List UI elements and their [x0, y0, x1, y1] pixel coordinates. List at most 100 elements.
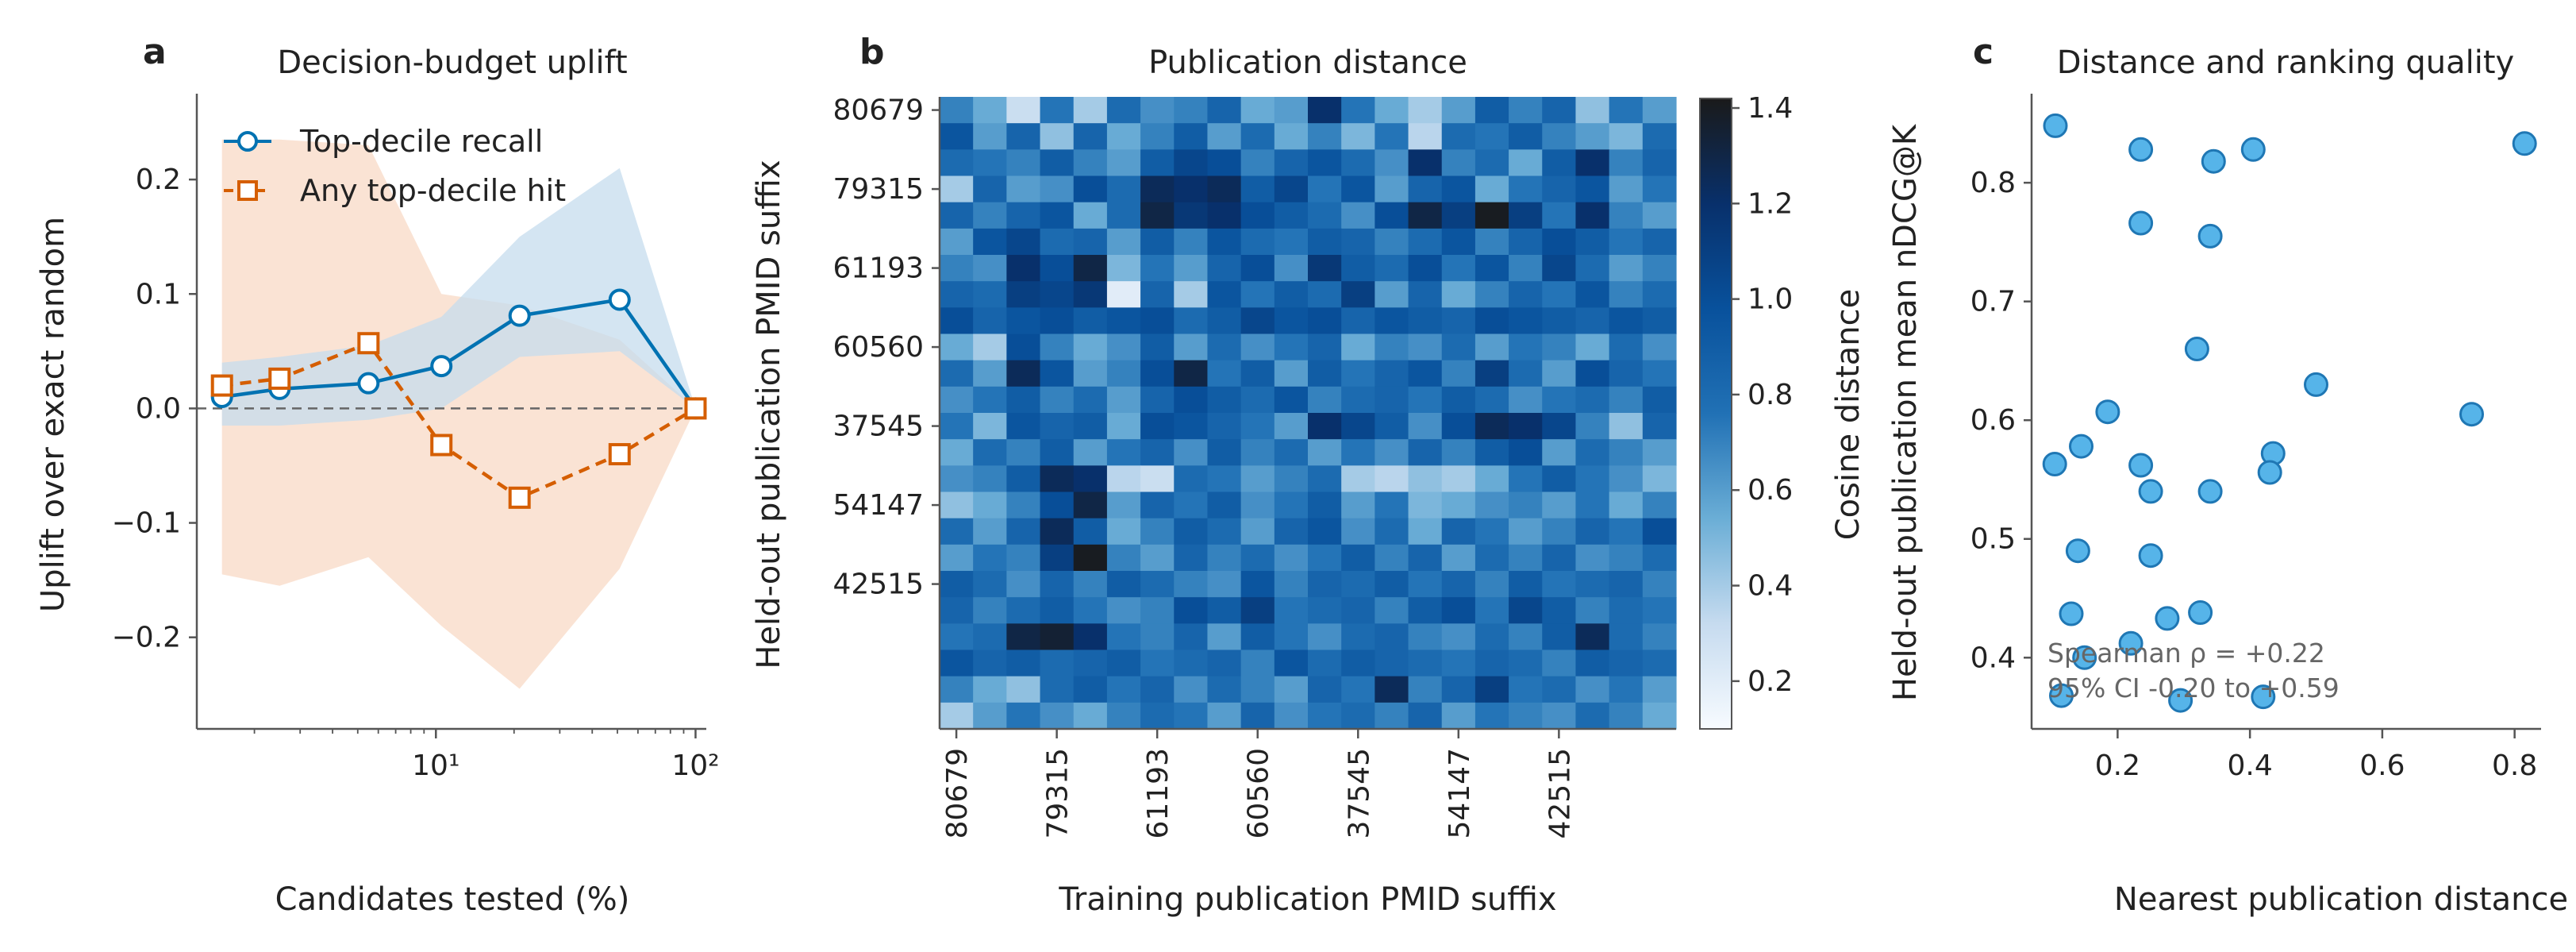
- heatmap-cell: [1006, 518, 1041, 545]
- heatmap-cell: [1106, 465, 1141, 493]
- heatmap-cell: [1575, 360, 1610, 387]
- colorbar-tick-label: 1.0: [1747, 283, 1793, 316]
- heatmap-cell: [1274, 281, 1309, 308]
- heatmap-cell: [1073, 333, 1108, 361]
- heatmap-cell: [1375, 597, 1409, 624]
- heatmap-cell: [1006, 491, 1041, 519]
- heatmap-cell: [1207, 228, 1242, 256]
- row-tick-label: 80679: [832, 94, 924, 127]
- heatmap-cell: [1642, 149, 1677, 177]
- heatmap-cell: [1375, 386, 1409, 414]
- row-tick-label: 79315: [832, 173, 924, 206]
- heatmap-cell: [1006, 307, 1041, 335]
- heatmap-cell: [1575, 571, 1610, 598]
- heatmap-cell: [1040, 386, 1075, 414]
- heatmap-cell: [1040, 149, 1075, 177]
- heatmap-cell: [1474, 623, 1509, 651]
- heatmap-cell: [1006, 413, 1041, 440]
- heatmap-cell: [940, 228, 974, 256]
- heatmap-cell: [1140, 623, 1175, 651]
- heatmap-cell: [1341, 623, 1375, 651]
- heatmap-cell: [1375, 255, 1409, 282]
- heatmap-cell: [973, 676, 1007, 703]
- panel-b-title: Publication distance: [1148, 44, 1467, 81]
- heatmap-cell: [1106, 676, 1141, 703]
- scatter-point: [2184, 337, 2209, 361]
- heatmap-cell: [1375, 676, 1409, 703]
- y-tick-label: −0.2: [112, 622, 181, 654]
- heatmap-cell: [1040, 360, 1075, 387]
- heatmap-cell: [1240, 623, 1275, 651]
- row-tick-label: 61193: [832, 252, 924, 285]
- heatmap-cell: [1408, 649, 1443, 677]
- heatmap-cell: [1274, 491, 1309, 519]
- scatter-point: [2197, 479, 2223, 504]
- heatmap-cell: [1341, 676, 1375, 703]
- heatmap-cell: [1174, 333, 1209, 361]
- colorbar-tick-label: 1.4: [1747, 92, 1793, 125]
- heatmap-cell: [1642, 571, 1677, 598]
- data-point-recall: [508, 304, 531, 327]
- heatmap-cell: [940, 149, 974, 177]
- heatmap-cell: [1575, 649, 1610, 677]
- heatmap-cell: [1375, 149, 1409, 177]
- heatmap-cell: [1609, 281, 1644, 308]
- panel-a: a Decision-budget uplift −0.2 −0.1 0.0 0.1 0…: [35, 32, 720, 918]
- heatmap-cell: [1308, 307, 1342, 335]
- heatmap-cell: [1207, 518, 1242, 545]
- ci-band-recall: [221, 168, 696, 426]
- heatmap-cell: [1240, 149, 1275, 177]
- heatmap-cell: [1274, 571, 1309, 598]
- heatmap-cell: [1509, 544, 1543, 572]
- heatmap-cell: [1441, 360, 1476, 387]
- heatmap-cell: [1575, 255, 1610, 282]
- heatmap-cell: [1474, 281, 1509, 308]
- heatmap-cell: [973, 544, 1007, 572]
- heatmap-cell: [1174, 518, 1209, 545]
- panel-c-title: Distance and ranking quality: [2057, 44, 2514, 81]
- heatmap-cell: [1575, 202, 1610, 229]
- heatmap-cell: [1542, 307, 1577, 335]
- heatmap-cell: [1642, 228, 1677, 256]
- scatter-point: [2128, 137, 2154, 162]
- heatmap-cell: [940, 202, 974, 229]
- heatmap-cell: [1073, 649, 1108, 677]
- heatmap-cell: [1006, 439, 1041, 466]
- heatmap-cell: [1441, 491, 1476, 519]
- colorbar-tick-label: 0.8: [1747, 379, 1793, 411]
- heatmap-cell: [1474, 202, 1509, 229]
- heatmap-cell: [1174, 649, 1209, 677]
- heatmap-cell: [1006, 676, 1041, 703]
- heatmap-cell: [1375, 571, 1409, 598]
- ci-annotation: 95% CI -0.20 to +0.59: [2047, 673, 2340, 703]
- heatmap-cell: [1308, 413, 1342, 440]
- heatmap-cell: [1140, 386, 1175, 414]
- data-point-hit: [210, 374, 233, 397]
- heatmap-cell: [1040, 491, 1075, 519]
- heatmap-cell: [1375, 465, 1409, 493]
- row-tick-label: 60560: [832, 331, 924, 364]
- heatmap-cell: [1073, 149, 1108, 177]
- heatmap-cell: [1274, 149, 1309, 177]
- heatmap-cell: [1542, 202, 1577, 229]
- heatmap-cell: [1073, 491, 1108, 519]
- heatmap-cell: [1441, 149, 1476, 177]
- heatmap-cell: [1006, 544, 1041, 572]
- heatmap-cell: [1341, 518, 1375, 545]
- heatmap-cell: [1341, 97, 1375, 124]
- heatmap-cell: [1140, 255, 1175, 282]
- heatmap-cell: [973, 255, 1007, 282]
- scatter-point: [2065, 538, 2090, 564]
- data-point-recall: [430, 355, 453, 378]
- panel-a-axes: −0.2 −0.1 0.0 0.1 0.2 10¹ 10²: [112, 94, 720, 782]
- panel-a-legend: Top-decile recall Any top-decile hit: [224, 124, 566, 208]
- panel-b-axes: 80679 79315 61193 60560 37545 54147 42515 80679…: [832, 94, 1676, 839]
- heatmap-cell: [1575, 281, 1610, 308]
- heatmap-cell: [1006, 623, 1041, 651]
- heatmap-cell: [1542, 702, 1577, 730]
- heatmap-cell: [1106, 544, 1141, 572]
- heatmap-cell: [940, 439, 974, 466]
- heatmap-cell: [1542, 518, 1577, 545]
- heatmap-cell: [1174, 149, 1209, 177]
- heatmap-cell: [1040, 413, 1075, 440]
